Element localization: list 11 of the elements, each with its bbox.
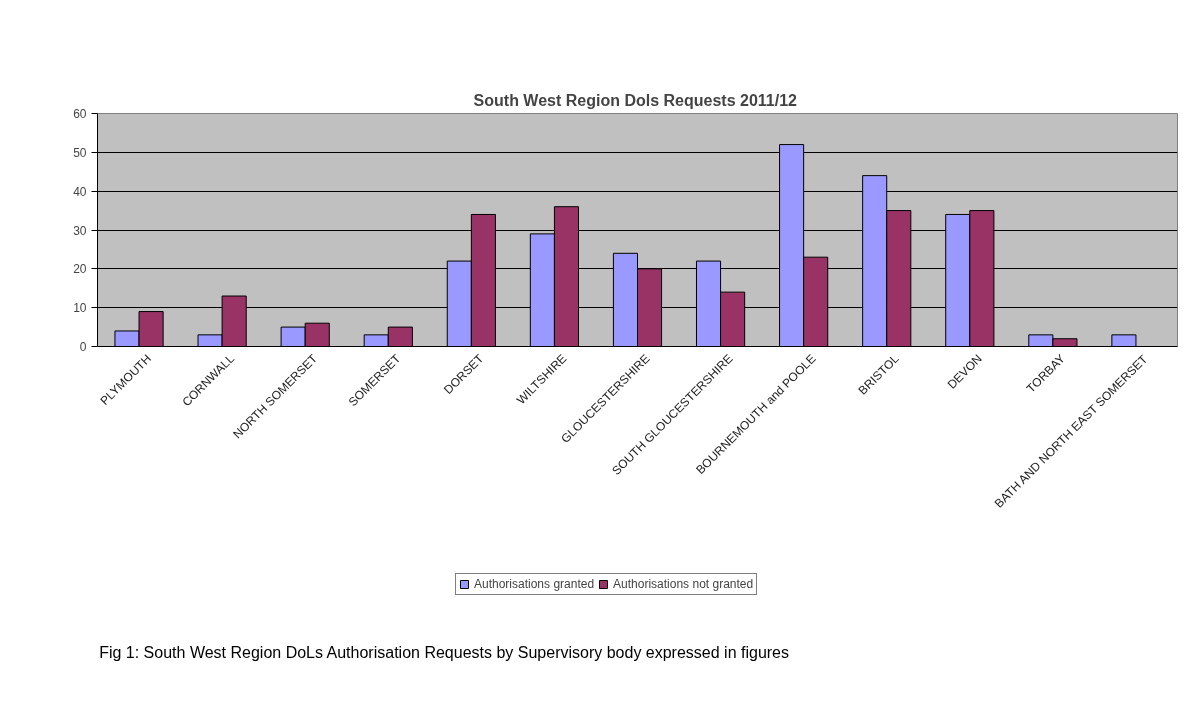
y-tick-label: 30 [73, 223, 87, 238]
legend-label: Authorisations not granted [613, 577, 754, 591]
y-tick-label: 50 [73, 145, 87, 160]
y-tick-label: 20 [73, 262, 87, 277]
caption: Fig 1: South West Region DoLs Authorisation Requests by Supervisory body expressed in figures [99, 644, 790, 661]
y-tick-label: 0 [79, 340, 87, 354]
chart-title: South West Region Dols Requests 2011/12 [473, 91, 798, 109]
y-tick-label: 10 [73, 301, 87, 316]
y-tick-label: 60 [73, 107, 87, 121]
legend-label: Authorisations granted [474, 577, 595, 591]
y-tick-label: 40 [73, 184, 87, 199]
